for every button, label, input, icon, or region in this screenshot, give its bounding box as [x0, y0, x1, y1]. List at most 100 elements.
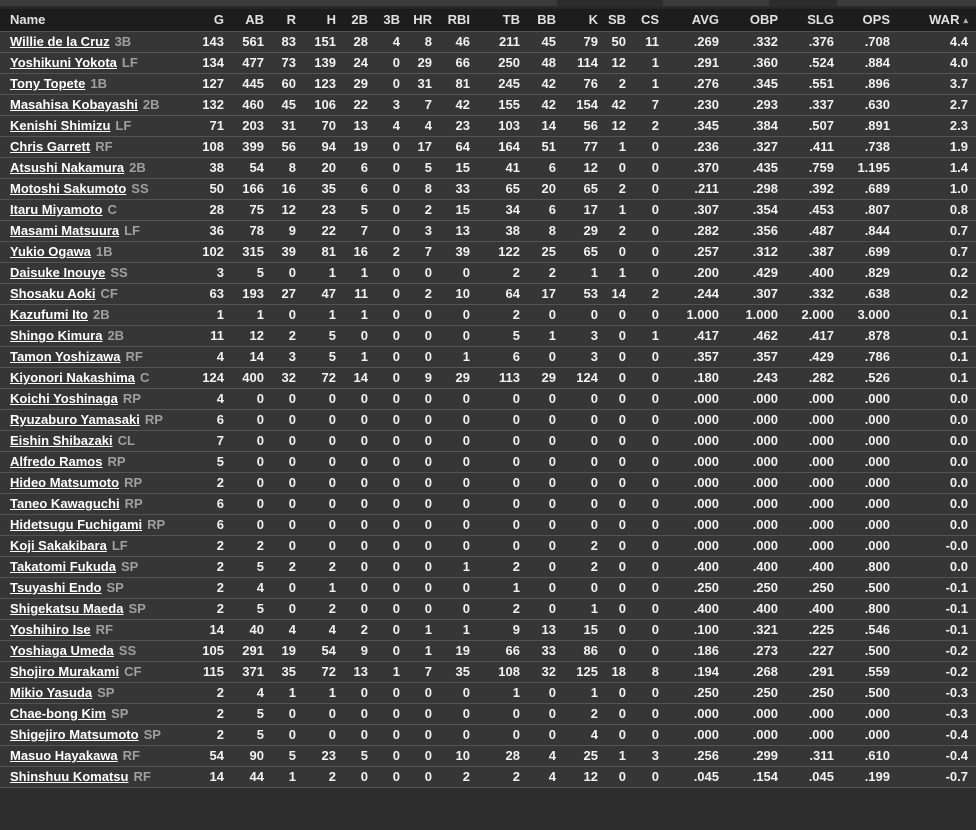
stat-sb: 0 [604, 240, 632, 262]
column-header-r[interactable]: R [270, 9, 302, 31]
column-header-3b[interactable]: 3B [374, 9, 406, 31]
stat-ops: .786 [840, 345, 896, 367]
stat-obp: .462 [725, 324, 784, 346]
player-name-link[interactable]: Eishin Shibazaki [10, 433, 113, 448]
stat-sb: 50 [604, 30, 632, 52]
column-header-rbi[interactable]: RBI [438, 9, 476, 31]
stat-sb: 0 [604, 366, 632, 388]
stat-sb: 14 [604, 282, 632, 304]
player-name-link[interactable]: Yukio Ogawa [10, 244, 91, 259]
stat-sb: 0 [604, 765, 632, 788]
stat-cs: 0 [632, 576, 665, 598]
player-name-link[interactable]: Hideo Matsumoto [10, 475, 120, 490]
player-name-link[interactable]: Shigekatsu Maeda [10, 601, 124, 616]
player-name-link[interactable]: Hidetsugu Fuchigami [10, 517, 143, 532]
column-header-g[interactable]: G [190, 9, 230, 31]
column-header-hr[interactable]: HR [406, 9, 438, 31]
stat-g: 143 [190, 30, 230, 52]
stat-ops: .878 [840, 324, 896, 346]
player-name-link[interactable]: Daisuke Inouye [10, 265, 106, 280]
column-header-obp[interactable]: OBP [725, 9, 784, 31]
player-name-link[interactable]: Koichi Yoshinaga [10, 391, 118, 406]
player-name-link[interactable]: Willie de la Cruz [10, 34, 110, 49]
stat-hr: 0 [406, 261, 438, 283]
stat-tb: 0 [476, 513, 526, 535]
stat-cs: 0 [632, 471, 665, 493]
player-name-link[interactable]: Shigejiro Matsumoto [10, 727, 139, 742]
stat-ops: .844 [840, 219, 896, 241]
column-header-tb[interactable]: TB [476, 9, 526, 31]
player-position: RP [144, 412, 163, 427]
stat-r: 0 [270, 387, 302, 409]
stat-obp: .000 [725, 387, 784, 409]
column-header-ops[interactable]: OPS [840, 9, 896, 31]
player-name-link[interactable]: Tony Topete [10, 76, 86, 91]
player-name-link[interactable]: Chris Garrett [10, 139, 91, 154]
stat-obp: .000 [725, 429, 784, 451]
stat-3b: 2 [374, 240, 406, 262]
stat-avg: .194 [665, 660, 725, 682]
player-name-link[interactable]: Takatomi Fukuda [10, 559, 116, 574]
table-row: Shosaku Aoki CF 63 193 27 47 11 0 2 10 64 17 53 14 2.2… [0, 282, 976, 304]
stat-3b: 0 [374, 72, 406, 94]
player-name-link[interactable]: Masahisa Kobayashi [10, 97, 138, 112]
stat-avg: .000 [665, 429, 725, 451]
player-name-cell: Koji Sakakibara LF [0, 534, 190, 556]
stat-war: -0.1 [896, 618, 976, 640]
player-name-cell: Ryuzaburo Yamasaki RP [0, 408, 190, 430]
player-name-link[interactable]: Yoshikuni Yokota [10, 55, 117, 70]
player-name-link[interactable]: Kiyonori Nakashima [10, 370, 135, 385]
player-name-link[interactable]: Masuo Hayakawa [10, 748, 118, 763]
column-header-2b[interactable]: 2B [342, 9, 374, 31]
player-position: CF [100, 286, 118, 301]
stat-k: 56 [562, 114, 604, 136]
column-header-name[interactable]: Name [0, 9, 190, 31]
player-name-link[interactable]: Yoshiaga Umeda [10, 643, 114, 658]
player-name-link[interactable]: Masami Matsuura [10, 223, 120, 238]
player-name-link[interactable]: Shinshuu Komatsu [10, 769, 129, 784]
player-name-link[interactable]: Shingo Kimura [10, 328, 103, 343]
stat-obp: .312 [725, 240, 784, 262]
player-name-link[interactable]: Koji Sakakibara [10, 538, 107, 553]
column-header-sb[interactable]: SB [604, 9, 632, 31]
player-name-link[interactable]: Atsushi Nakamura [10, 160, 125, 175]
stat-cs: 1 [632, 324, 665, 346]
player-name-link[interactable]: Alfredo Ramos [10, 454, 103, 469]
column-header-cs[interactable]: CS [632, 9, 665, 31]
column-header-ab[interactable]: AB [230, 9, 270, 31]
player-name-link[interactable]: Mikio Yasuda [10, 685, 93, 700]
column-header-slg[interactable]: SLG [784, 9, 840, 31]
player-name-link[interactable]: Kazufumi Ito [10, 307, 88, 322]
player-name-link[interactable]: Ryuzaburo Yamasaki [10, 412, 140, 427]
player-position: RP [147, 517, 166, 532]
player-name-cell: Kenishi Shimizu LF [0, 114, 190, 136]
player-name-link[interactable]: Taneo Kawaguchi [10, 496, 120, 511]
player-name-link[interactable]: Itaru Miyamoto [10, 202, 103, 217]
stat-r: 1 [270, 765, 302, 788]
player-name-link[interactable]: Kenishi Shimizu [10, 118, 111, 133]
player-name-link[interactable]: Shojiro Murakami [10, 664, 120, 679]
player-name-link[interactable]: Shosaku Aoki [10, 286, 96, 301]
stat-bb: 0 [526, 597, 562, 619]
player-name-link[interactable]: Yoshihiro Ise [10, 622, 91, 637]
stat-avg: .244 [665, 282, 725, 304]
stat-k: 124 [562, 366, 604, 388]
player-name-link[interactable]: Tsuyashi Endo [10, 580, 102, 595]
player-name-link[interactable]: Chae-bong Kim [10, 706, 107, 721]
stat-war: 0.7 [896, 219, 976, 241]
column-header-label: SB [607, 12, 626, 28]
column-header-bb[interactable]: BB [526, 9, 562, 31]
stat-rbi: 0 [438, 450, 476, 472]
table-row: Motoshi Sakumoto SS 50 166 16 35 6 0 8 33 65 20 65 2 0… [0, 177, 976, 199]
stat-slg: .000 [784, 471, 840, 493]
column-header-k[interactable]: K [562, 9, 604, 31]
stat-k: 12 [562, 156, 604, 178]
column-header-h[interactable]: H [302, 9, 342, 31]
column-header-avg[interactable]: AVG [665, 9, 725, 31]
player-name-link[interactable]: Motoshi Sakumoto [10, 181, 127, 196]
stat-k: 154 [562, 93, 604, 115]
stat-rbi: 0 [438, 576, 476, 598]
player-name-link[interactable]: Tamon Yoshizawa [10, 349, 121, 364]
column-header-war[interactable]: WAR ▴ [896, 9, 976, 31]
stat-bb: 0 [526, 576, 562, 598]
